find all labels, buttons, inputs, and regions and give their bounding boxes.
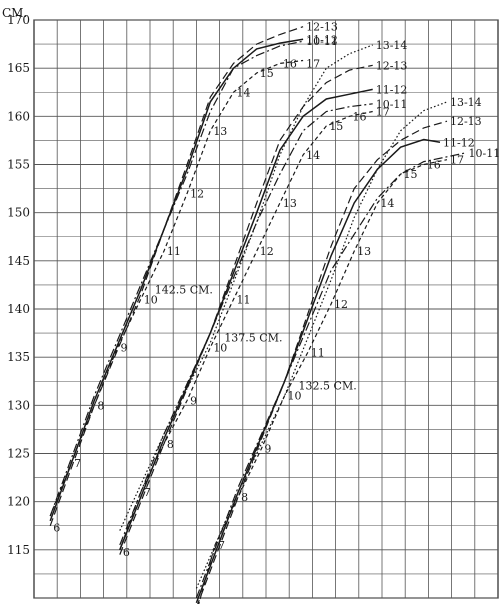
series-end-label: 13-14 bbox=[450, 96, 482, 109]
annotation-label: 132.5 CM. bbox=[299, 380, 357, 393]
age-point-label: 16 bbox=[353, 110, 367, 123]
series-layer bbox=[49, 26, 466, 604]
age-point-label: 10 bbox=[213, 342, 227, 355]
series-line bbox=[119, 110, 373, 551]
annotation-label: 137.5 CM. bbox=[224, 332, 282, 345]
age-point-label: 17 bbox=[306, 57, 320, 70]
series-end-label: 12-13 bbox=[306, 21, 338, 34]
y-tick-label: 145 bbox=[7, 254, 30, 268]
y-tick-label: 160 bbox=[7, 109, 30, 123]
series-line bbox=[195, 152, 466, 599]
series-line bbox=[49, 59, 304, 517]
age-point-label: 13 bbox=[283, 197, 297, 210]
age-point-label: 13 bbox=[357, 245, 371, 258]
age-point-label: 12 bbox=[334, 298, 348, 311]
age-point-label: 15 bbox=[260, 67, 274, 80]
grid bbox=[34, 19, 498, 599]
age-point-label: 17 bbox=[450, 154, 464, 167]
series-end-label: 11-12 bbox=[376, 83, 408, 96]
y-tick-label: 170 bbox=[7, 13, 30, 27]
series-end-label: 10-11 bbox=[306, 35, 338, 48]
age-point-label: 13 bbox=[213, 125, 227, 138]
series-line bbox=[119, 103, 373, 546]
y-tick-label: 135 bbox=[7, 350, 30, 364]
age-point-label: 14 bbox=[380, 197, 394, 210]
series-line bbox=[198, 159, 448, 604]
age-point-label: 12 bbox=[190, 187, 204, 200]
age-point-label: 11 bbox=[237, 293, 251, 306]
series-line bbox=[195, 138, 441, 604]
age-point-label: 15 bbox=[329, 120, 343, 133]
age-point-label: 7 bbox=[74, 457, 81, 470]
y-axis-unit-label: CM. bbox=[2, 6, 27, 20]
age-point-label: 9 bbox=[190, 395, 197, 408]
age-point-label: 14 bbox=[306, 149, 320, 162]
age-point-label: 9 bbox=[264, 443, 271, 456]
series-end-label: 12-13 bbox=[376, 59, 408, 72]
series-end-label: 11-12 bbox=[306, 33, 338, 46]
age-point-label: 8 bbox=[241, 491, 248, 504]
y-tick-label: 140 bbox=[7, 302, 30, 316]
series-end-label: 12-13 bbox=[450, 115, 482, 128]
series-line bbox=[119, 44, 373, 531]
age-point-label: 14 bbox=[237, 86, 251, 99]
y-tick-label: 120 bbox=[7, 495, 30, 509]
series-end-label: 10-11 bbox=[469, 147, 500, 160]
series-end-label: 11-12 bbox=[443, 136, 475, 149]
series-line bbox=[49, 38, 304, 522]
y-tick-label: 125 bbox=[7, 447, 30, 461]
age-point-label: 8 bbox=[167, 438, 174, 451]
age-point-label: 11 bbox=[167, 245, 181, 258]
age-point-label: 9 bbox=[121, 342, 128, 355]
annotation-label: 142.5 CM. bbox=[155, 283, 213, 296]
age-point-label: 10 bbox=[144, 293, 158, 306]
y-tick-label: 155 bbox=[7, 158, 30, 172]
series-line bbox=[119, 88, 373, 551]
series-end-label: 10-11 bbox=[376, 98, 408, 111]
age-point-label: 7 bbox=[144, 486, 151, 499]
age-point-label: 15 bbox=[404, 168, 418, 181]
age-point-label: 10 bbox=[288, 390, 302, 403]
age-point-label: 6 bbox=[53, 522, 60, 535]
series-line bbox=[49, 40, 304, 517]
y-tick-label: 165 bbox=[7, 61, 30, 75]
age-point-label: 11 bbox=[311, 346, 325, 359]
age-point-label: 8 bbox=[97, 399, 104, 412]
series-line bbox=[197, 120, 448, 604]
series-line bbox=[49, 26, 304, 527]
series-end-label: 13-14 bbox=[376, 39, 408, 52]
y-axis-ticks: 115 120 125 130 135 140 145 150 155 160 165 170 bbox=[7, 13, 30, 557]
series-line bbox=[195, 101, 448, 589]
series-line bbox=[119, 64, 373, 555]
age-point-label: 7 bbox=[218, 539, 225, 552]
age-point-label: 16 bbox=[427, 159, 441, 172]
y-tick-label: 150 bbox=[7, 206, 30, 220]
age-point-label: 16 bbox=[283, 57, 297, 70]
age-point-label: 6 bbox=[123, 546, 130, 559]
y-tick-label: 115 bbox=[7, 543, 30, 557]
age-point-label: 17 bbox=[376, 106, 390, 119]
age-point-label: 12 bbox=[260, 245, 274, 258]
y-tick-label: 130 bbox=[7, 398, 30, 412]
